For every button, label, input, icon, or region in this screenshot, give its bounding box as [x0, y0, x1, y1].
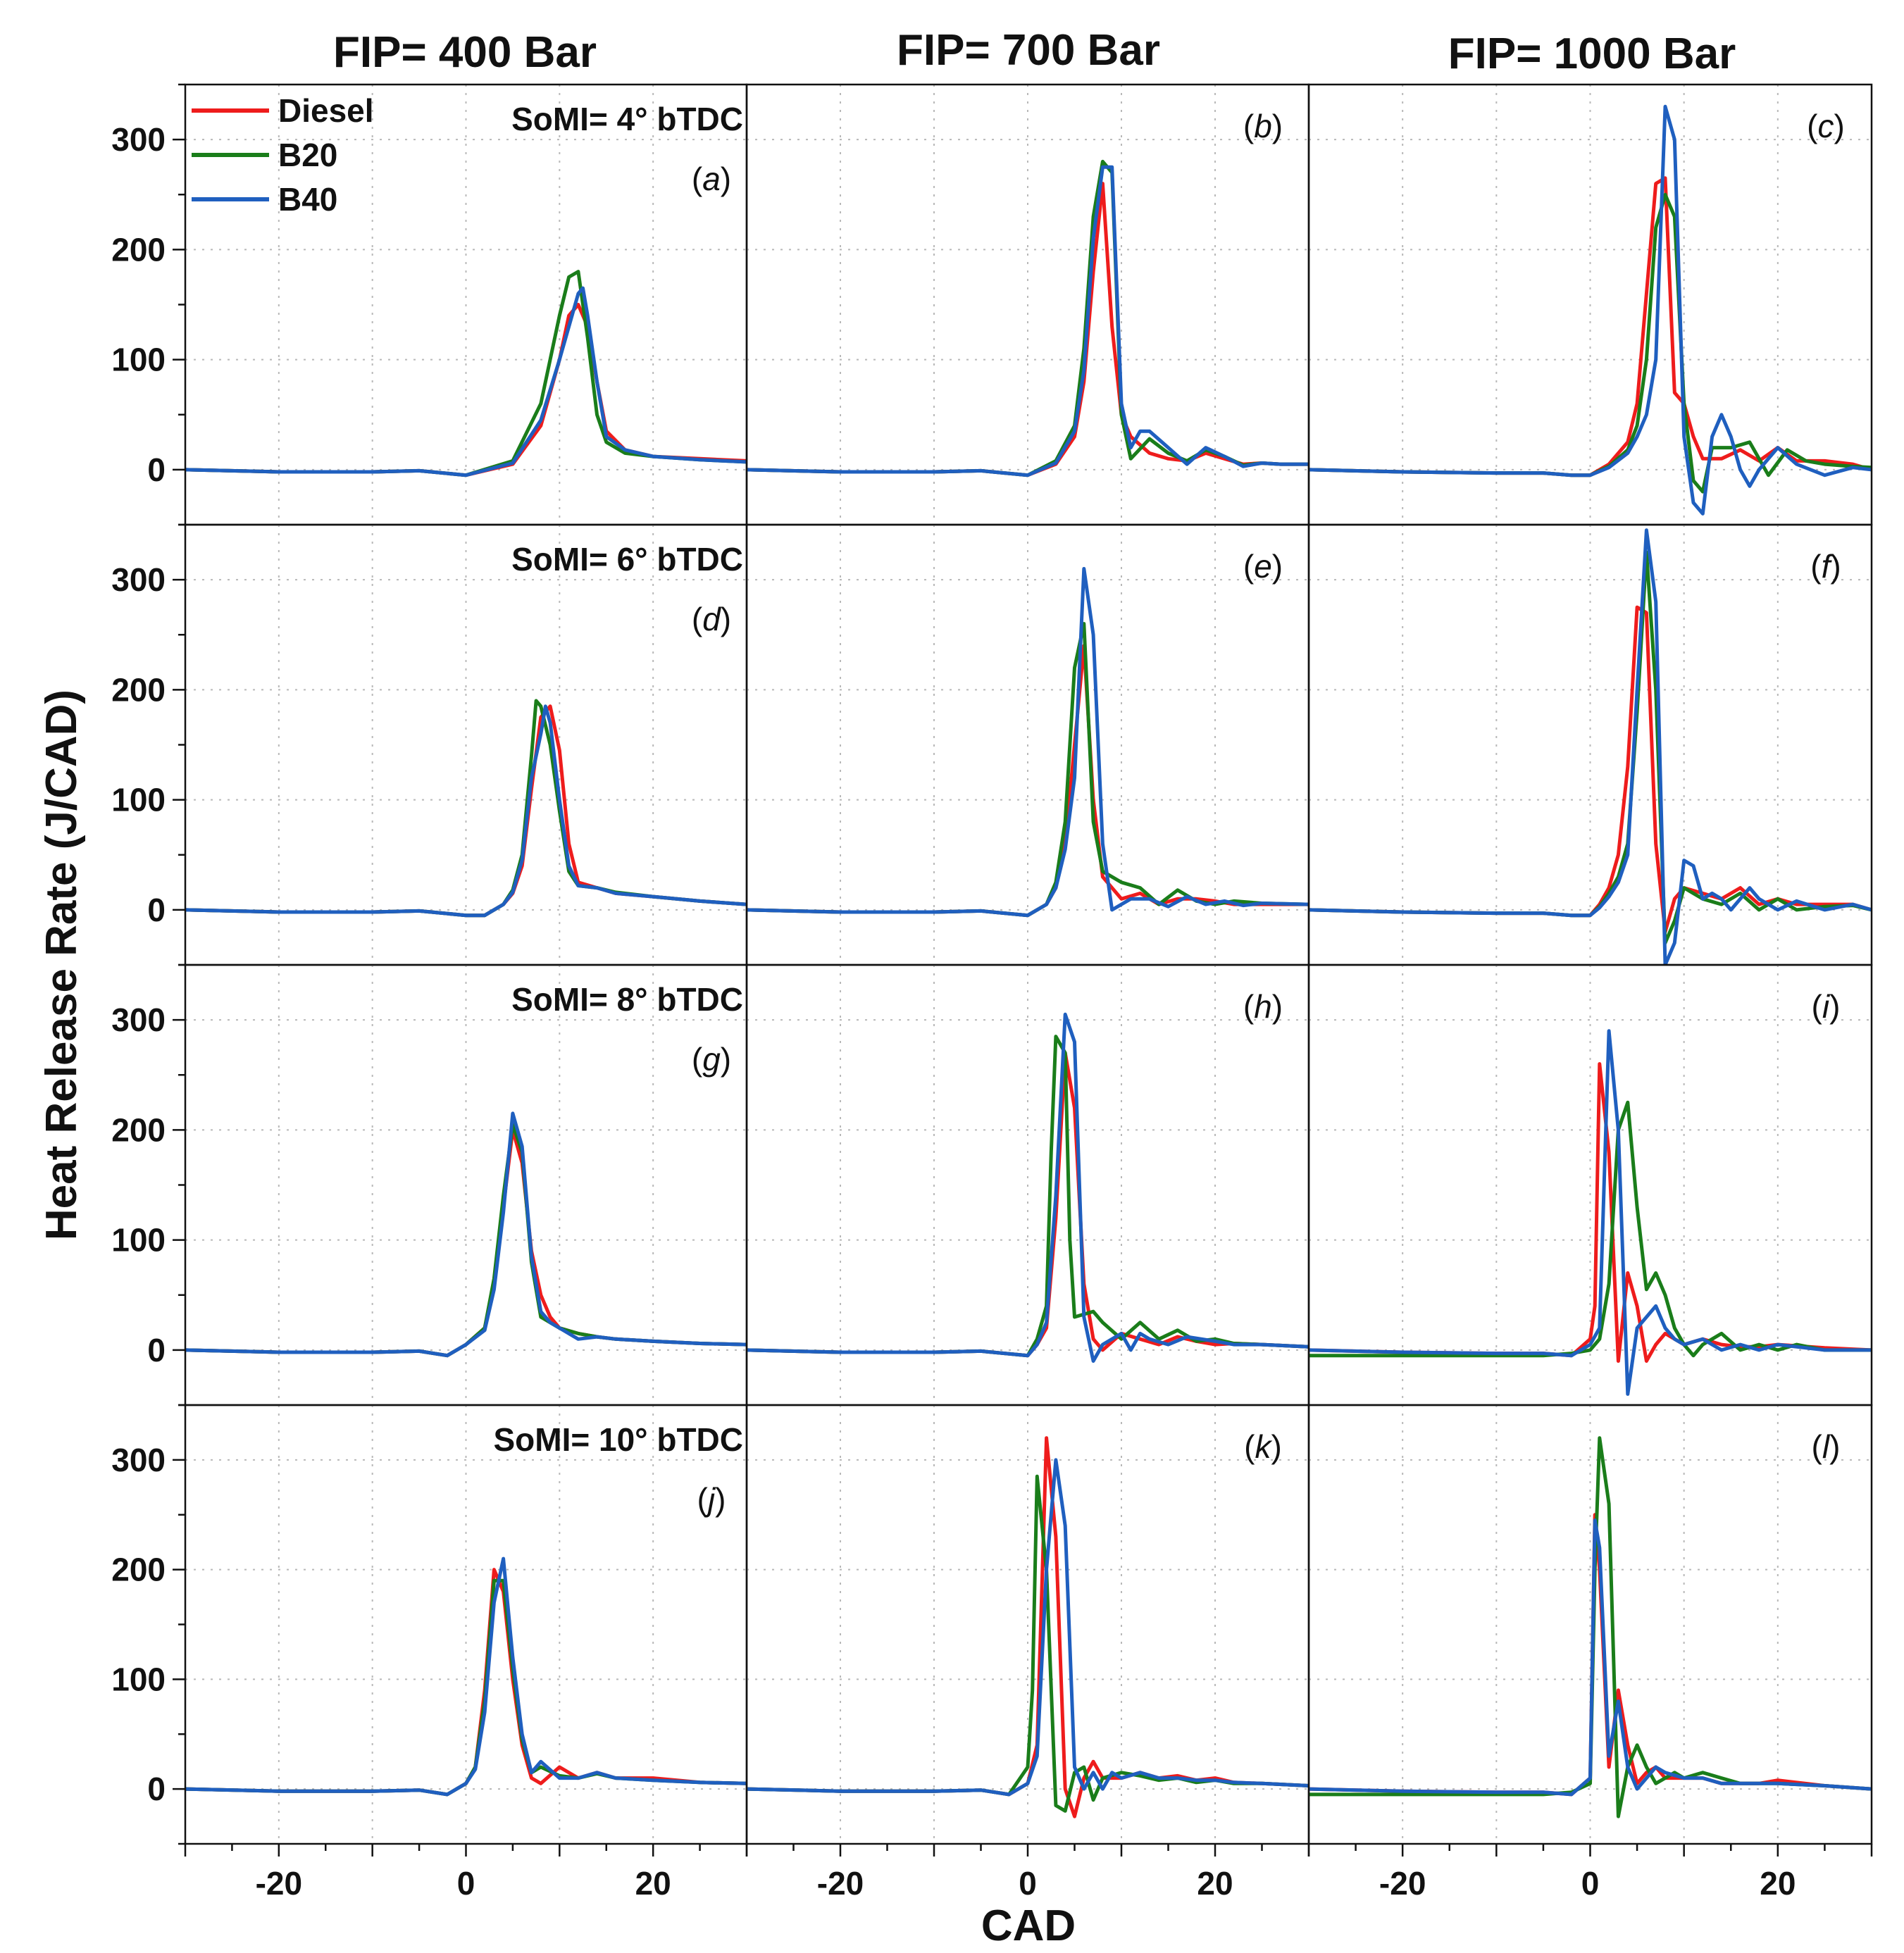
series-b40-line	[185, 704, 747, 918]
y-axis-title: Heat Release Rate (J/CAD)	[37, 690, 86, 1240]
y-tick-label: 200	[111, 1111, 166, 1148]
panel-11: -20 0 20 (k)	[745, 1404, 1310, 1902]
somi-label: SoMI= 4° bTDC	[511, 101, 743, 137]
panel-6: (f)	[1307, 523, 1873, 966]
x-tick-label: -20	[1379, 1865, 1426, 1902]
column-title-2: FIP= 700 Bar	[897, 26, 1160, 75]
x-tick-label: 0	[457, 1865, 475, 1902]
panel-label: (h)	[1243, 988, 1283, 1025]
y-tick-label: 300	[111, 121, 166, 158]
y-tick-label: 100	[111, 342, 166, 378]
panel-12: -20 0 20 (l)	[1307, 1404, 1873, 1902]
x-tick-label: 0	[1019, 1865, 1037, 1902]
y-tick-label: 200	[111, 1552, 166, 1588]
legend-label-diesel: Diesel	[278, 92, 374, 129]
series-b20-line	[185, 1578, 747, 1797]
series-b40-line	[747, 165, 1309, 478]
x-tick-label: -20	[256, 1865, 302, 1902]
series-b20-line	[747, 159, 1309, 478]
panel-label: (f)	[1810, 548, 1841, 585]
panel-label: (a)	[692, 161, 731, 197]
y-tick-label: 100	[111, 1661, 166, 1697]
y-tick-label: 0	[147, 892, 166, 928]
panel-label: (g)	[692, 1041, 731, 1078]
series-b40-line	[1309, 528, 1872, 965]
series-b20-line	[1309, 192, 1872, 494]
legend-label-b40: B40	[278, 181, 337, 218]
somi-label: SoMI= 8° bTDC	[511, 981, 743, 1018]
y-tick-label: 0	[147, 1332, 166, 1368]
somi-label: SoMI= 6° bTDC	[511, 541, 743, 578]
panel-2: (b)	[745, 83, 1310, 526]
panel-frame	[1307, 1404, 1873, 1845]
series-b40-line	[1309, 1518, 1872, 1797]
y-tick-label: 200	[111, 671, 166, 708]
panel-3: (c)	[1307, 83, 1873, 526]
series-b40-line	[1309, 104, 1872, 516]
panel-label: (d)	[692, 601, 731, 637]
column-titles: FIP= 400 Bar FIP= 700 Bar FIP= 1000 Bar	[333, 26, 1736, 78]
x-tick-label: 20	[635, 1865, 671, 1902]
y-tick-label: 0	[147, 451, 166, 488]
series-diesel-line	[1309, 605, 1872, 934]
panel-5: (e)	[745, 523, 1310, 966]
y-tick-label: 300	[111, 1442, 166, 1478]
series-diesel-line	[1309, 176, 1872, 478]
panel-label: (b)	[1243, 108, 1283, 144]
x-tick-label: -20	[817, 1865, 864, 1902]
y-tick-label: 300	[111, 1002, 166, 1038]
x-axis-title: CAD	[981, 1902, 1076, 1950]
x-tick-label: 20	[1760, 1865, 1796, 1902]
panel-8: (h)	[745, 963, 1310, 1406]
series-b40-line	[1309, 1029, 1872, 1396]
y-tick-label: 100	[111, 782, 166, 818]
legend: Diesel B20 B40	[192, 92, 374, 218]
panel-label: (e)	[1243, 548, 1283, 585]
panel-7: 0 100 200 300 (g) SoMI= 8° bTDC	[111, 963, 748, 1406]
panel-10: 0 100 200 300 -20 0 20 (j) SoMI= 10° bTDC	[111, 1404, 748, 1902]
series-diesel-line	[747, 1051, 1309, 1358]
panel-1: 0 100 200 300 (a) SoMI= 4° bTDC	[111, 83, 748, 526]
panel-label: (l)	[1812, 1428, 1841, 1465]
column-title-3: FIP= 1000 Bar	[1448, 30, 1736, 78]
y-tick-label: 200	[111, 231, 166, 268]
panel-label: (c)	[1807, 108, 1845, 144]
column-title-1: FIP= 400 Bar	[333, 28, 597, 77]
panel-9: (i)	[1307, 963, 1873, 1406]
series-b40-line	[185, 1556, 747, 1797]
series-b40-line	[747, 1012, 1309, 1363]
x-tick-label: 20	[1197, 1865, 1233, 1902]
panel-label: (i)	[1812, 988, 1841, 1025]
series-b40-line	[747, 567, 1309, 918]
legend-label-b20: B20	[278, 137, 337, 173]
series-diesel-line	[1309, 1062, 1872, 1363]
y-tick-label: 100	[111, 1222, 166, 1259]
series-b40-line	[747, 1458, 1309, 1797]
somi-label: SoMI= 10° bTDC	[493, 1421, 743, 1458]
series-b40-line	[185, 286, 747, 478]
y-tick-label: 300	[111, 561, 166, 598]
panel-label: (j)	[697, 1481, 726, 1518]
panel-4: 0 100 200 300 (d) SoMI= 6° bTDC	[111, 523, 748, 966]
panel-label: (k)	[1244, 1428, 1282, 1465]
series-b20-line	[185, 699, 747, 918]
y-tick-label: 0	[147, 1771, 166, 1807]
x-tick-label: 0	[1581, 1865, 1600, 1902]
series-b40-line	[185, 1111, 747, 1358]
